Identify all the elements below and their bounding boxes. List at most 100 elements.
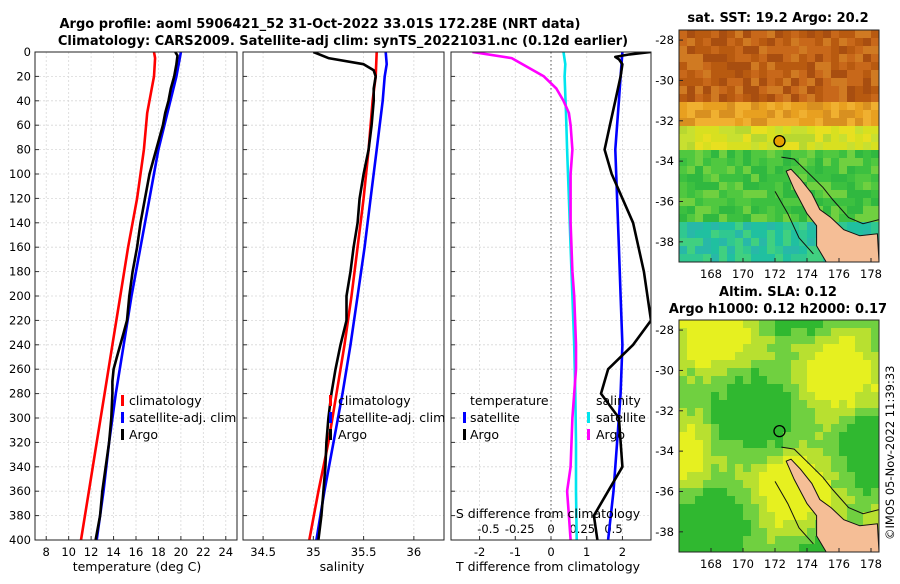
map-cell [687, 190, 696, 199]
map-cell [711, 472, 720, 481]
s-tick-label: 0.5 [604, 522, 622, 536]
map-cell [831, 400, 840, 409]
series-line-argo [94, 52, 179, 540]
map-cell [759, 142, 768, 151]
map-cell [695, 504, 704, 513]
map-cell [783, 46, 792, 55]
map-cell [695, 320, 704, 329]
map-cell [703, 238, 712, 247]
map-cell [847, 344, 856, 353]
map-cell [863, 38, 872, 47]
map-cell [703, 142, 712, 151]
map-cell [695, 86, 704, 95]
map-cell [687, 238, 696, 247]
map-cell [871, 78, 879, 87]
map-cell [751, 392, 760, 401]
map-cell [799, 336, 808, 345]
map-cell [711, 46, 720, 55]
map-cell [687, 230, 696, 239]
map-cell [799, 392, 808, 401]
map-cell [871, 142, 879, 151]
map-cell [711, 190, 720, 199]
map-cell [847, 328, 856, 337]
map-cell [735, 110, 744, 119]
map-cell [831, 408, 840, 417]
map-cell [831, 110, 840, 119]
map-cell [783, 504, 792, 513]
legend-satellite: satellite-adj. clim [129, 410, 236, 425]
map-cell [831, 336, 840, 345]
map-cell [783, 480, 792, 489]
map-cell [775, 344, 784, 353]
map-cell [687, 38, 696, 47]
map-cell [695, 38, 704, 47]
map-cell [679, 472, 688, 481]
x-tick-label: 20 [174, 545, 189, 559]
map-cell [743, 190, 752, 199]
map-cell [831, 174, 840, 183]
map-cell [695, 46, 704, 55]
map-cell [727, 214, 736, 223]
map-cell [815, 70, 824, 79]
map-cell [871, 150, 879, 159]
map-cell [727, 70, 736, 79]
map-cell [783, 62, 792, 71]
map-cell [871, 352, 879, 361]
map-cell [871, 416, 879, 425]
map-cell [695, 94, 704, 103]
map-cell [791, 222, 800, 231]
map-cell [815, 472, 824, 481]
y-tick-label: 200 [9, 289, 31, 303]
map-cell [695, 496, 704, 505]
map-cell [807, 536, 816, 545]
map-cell [743, 336, 752, 345]
map-cell [727, 320, 736, 329]
map-cell [791, 78, 800, 87]
map-cell [679, 456, 688, 465]
map-cell [871, 30, 879, 39]
map-cell [823, 134, 832, 143]
map-cell [855, 182, 864, 191]
map-cell [751, 126, 760, 135]
map-cell [703, 206, 712, 215]
map-cell [767, 488, 776, 497]
map-cell [679, 344, 688, 353]
map-cell [807, 94, 816, 103]
x-tick-label: 2 [619, 545, 626, 559]
map-cell [855, 344, 864, 353]
map-cell [759, 448, 768, 457]
y-tick-label: 0 [24, 45, 31, 59]
map-cell [815, 392, 824, 401]
map-cell [743, 38, 752, 47]
map-cell [767, 190, 776, 199]
map-cell [847, 86, 856, 95]
map-cell [831, 150, 840, 159]
map-cell [703, 392, 712, 401]
map-cell [815, 190, 824, 199]
map-cell [735, 360, 744, 369]
map-cell [711, 488, 720, 497]
map-cell [855, 134, 864, 143]
map-cell [751, 54, 760, 63]
map-cell [783, 158, 792, 167]
map-cell [871, 134, 879, 143]
map-cell [855, 408, 864, 417]
map-cell [855, 174, 864, 183]
y-tick-label: 400 [9, 533, 31, 547]
map-cell [695, 472, 704, 481]
map-cell [815, 480, 824, 489]
map-cell [679, 46, 688, 55]
x-tick-label: 8 [43, 545, 50, 559]
map-cell [767, 448, 776, 457]
map-cell [855, 512, 864, 521]
map-cell [711, 150, 720, 159]
map-cell [847, 78, 856, 87]
map-cell [703, 544, 712, 552]
map-cell [791, 384, 800, 393]
y-tick-label: -30 [655, 363, 674, 377]
map-cell [815, 118, 824, 127]
map-cell [767, 238, 776, 247]
map-cell [871, 94, 879, 103]
map-cell [695, 352, 704, 361]
map-cell [695, 230, 704, 239]
